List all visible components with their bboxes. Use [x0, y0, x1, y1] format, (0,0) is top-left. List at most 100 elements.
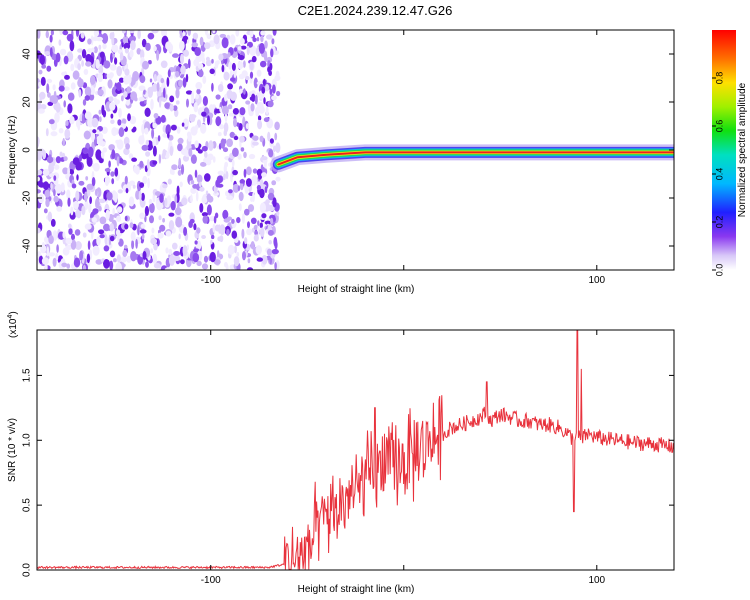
noise-speck: [52, 84, 56, 91]
noise-speck: [46, 246, 50, 257]
noise-speck: [122, 249, 128, 258]
noise-speck: [162, 184, 168, 189]
noise-speck: [201, 111, 207, 117]
noise-speck: [197, 63, 204, 70]
spectrogram-x-label: Height of straight line (km): [298, 284, 415, 295]
noise-speck: [164, 102, 170, 109]
noise-speck: [114, 167, 119, 177]
noise-speck: [213, 215, 217, 224]
noise-speck: [117, 233, 120, 243]
noise-speck: [272, 30, 277, 36]
noise-speck: [206, 204, 212, 216]
noise-speck: [251, 175, 258, 186]
noise-speck: [144, 205, 149, 217]
noise-speck: [37, 176, 40, 182]
noise-speck: [97, 89, 104, 96]
noise-speck: [212, 104, 216, 109]
noise-speck: [199, 203, 204, 213]
noise-speck: [225, 171, 229, 180]
noise-speck: [116, 206, 123, 213]
noise-speck: [42, 168, 50, 177]
noise-speck: [85, 53, 92, 63]
noise-speck: [232, 147, 239, 157]
noise-speck: [193, 223, 197, 231]
noise-speck: [219, 106, 222, 113]
noise-speck: [87, 117, 94, 128]
noise-speck: [55, 52, 61, 63]
noise-speck: [98, 109, 102, 115]
noise-speck: [202, 215, 208, 224]
noise-speck: [265, 199, 270, 205]
noise-speck: [268, 70, 272, 76]
noise-speck: [149, 78, 153, 83]
noise-speck: [258, 173, 262, 180]
noise-speck: [249, 30, 254, 38]
noise-speck: [89, 93, 95, 101]
noise-speck: [119, 52, 124, 61]
noise-speck: [130, 40, 136, 51]
noise-speck: [72, 70, 80, 80]
noise-speck: [162, 149, 167, 157]
noise-speck: [211, 234, 215, 240]
noise-speck: [209, 68, 215, 75]
noise-speck: [74, 229, 81, 236]
noise-speck: [169, 95, 175, 103]
noise-speck: [130, 251, 137, 262]
noise-speck: [153, 73, 157, 82]
noise-speck: [185, 73, 189, 83]
noise-speck: [141, 192, 145, 201]
figure-title: C2E1.2024.239.12.47.G26: [298, 3, 453, 18]
noise-speck: [63, 86, 70, 91]
noise-speck: [47, 211, 53, 222]
noise-speck: [206, 33, 212, 40]
noise-speck: [194, 47, 201, 56]
noise-speck: [247, 102, 251, 113]
noise-speck: [242, 251, 246, 261]
colorbar-tick-label: 0.8: [714, 72, 724, 85]
noise-speck: [239, 107, 246, 116]
noise-speck: [213, 259, 221, 265]
noise-speck: [263, 117, 270, 123]
noise-speck: [77, 78, 84, 88]
noise-speck: [261, 86, 266, 94]
noise-speck: [272, 84, 276, 94]
noise-speck: [93, 30, 99, 37]
noise-speck: [83, 130, 91, 140]
noise-speck: [246, 166, 252, 176]
noise-speck: [243, 151, 247, 159]
noise-speck: [233, 118, 237, 128]
noise-speck: [195, 124, 199, 131]
noise-speck: [140, 223, 146, 229]
noise-speck: [90, 35, 94, 46]
noise-speck: [201, 263, 209, 270]
noise-speck: [80, 32, 85, 39]
noise-speck: [222, 209, 229, 220]
noise-speck: [150, 237, 158, 245]
noise-speck: [252, 168, 258, 174]
noise-speck: [227, 104, 233, 110]
noise-speck: [139, 160, 144, 168]
noise-speck: [117, 189, 123, 194]
colorbar-tick-label: 0.4: [714, 168, 724, 181]
noise-speck: [179, 40, 185, 51]
spectrogram-y-label: Frequency (Hz): [7, 116, 18, 185]
noise-speck: [192, 32, 199, 40]
noise-speck: [59, 151, 63, 157]
noise-speck: [84, 191, 88, 203]
noise-speck: [87, 38, 92, 45]
noise-speck: [147, 87, 153, 98]
noise-speck: [52, 230, 58, 241]
noise-speck: [274, 132, 278, 141]
noise-speck: [156, 82, 160, 92]
noise-speck: [200, 123, 207, 134]
noise-speck: [115, 262, 122, 270]
noise-speck: [142, 175, 148, 185]
noise-speck: [77, 122, 81, 131]
noise-speck: [107, 79, 113, 89]
colorbar-tick-label: 0.0: [714, 264, 724, 277]
noise-speck: [172, 53, 179, 58]
noise-speck: [267, 192, 275, 201]
noise-speck: [48, 252, 56, 257]
noise-speck: [233, 69, 237, 79]
noise-speck: [271, 38, 275, 45]
